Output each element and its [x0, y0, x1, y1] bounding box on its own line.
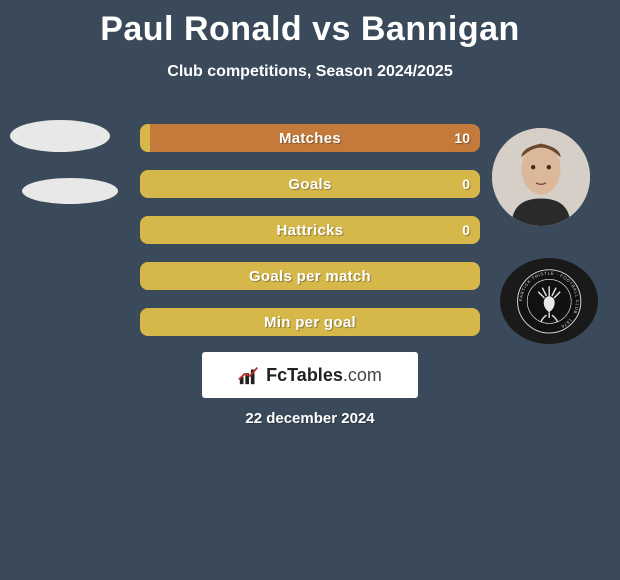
stat-bar-value-right: 0: [462, 176, 470, 192]
stat-bar: Hattricks 0: [140, 216, 480, 244]
stat-bar: Matches 10: [140, 124, 480, 152]
branding-strong: FcTables: [266, 365, 343, 385]
page-subtitle: Club competitions, Season 2024/2025: [0, 63, 620, 81]
stat-bar-label: Goals per match: [249, 268, 371, 285]
stats-bars: Matches 10 Goals 0 Hattricks 0 Goals per match…: [140, 124, 480, 354]
thistle-crest-icon: PARTICK THISTLE · FOOTBALL CLUB · 1876 ·: [510, 267, 588, 336]
barchart-icon: [238, 364, 260, 386]
stat-bar-label: Goals: [288, 176, 331, 193]
stat-bar: Goals per match: [140, 262, 480, 290]
branding-logo: FcTables.com: [202, 352, 418, 398]
branding-text: FcTables.com: [266, 365, 382, 386]
stat-bar: Min per goal: [140, 308, 480, 336]
page-title: Paul Ronald vs Bannigan: [0, 0, 620, 49]
branding-light: .com: [343, 365, 382, 385]
player-left-crest: [22, 178, 118, 204]
player-right-crest: PARTICK THISTLE · FOOTBALL CLUB · 1876 ·: [500, 258, 598, 344]
stat-bar: Goals 0: [140, 170, 480, 198]
player-right-avatar: [492, 128, 590, 226]
stat-bar-accent: [140, 124, 150, 152]
stat-bar-value-right: 0: [462, 222, 470, 238]
stat-bar-label: Matches: [279, 130, 341, 147]
stat-bar-label: Hattricks: [277, 222, 344, 239]
player-left-avatar-1: [10, 120, 110, 152]
stat-bar-value-right: 10: [454, 130, 470, 146]
stat-bar-label: Min per goal: [264, 314, 356, 331]
player-head-icon: [492, 128, 590, 226]
footer-date: 22 december 2024: [0, 410, 620, 427]
